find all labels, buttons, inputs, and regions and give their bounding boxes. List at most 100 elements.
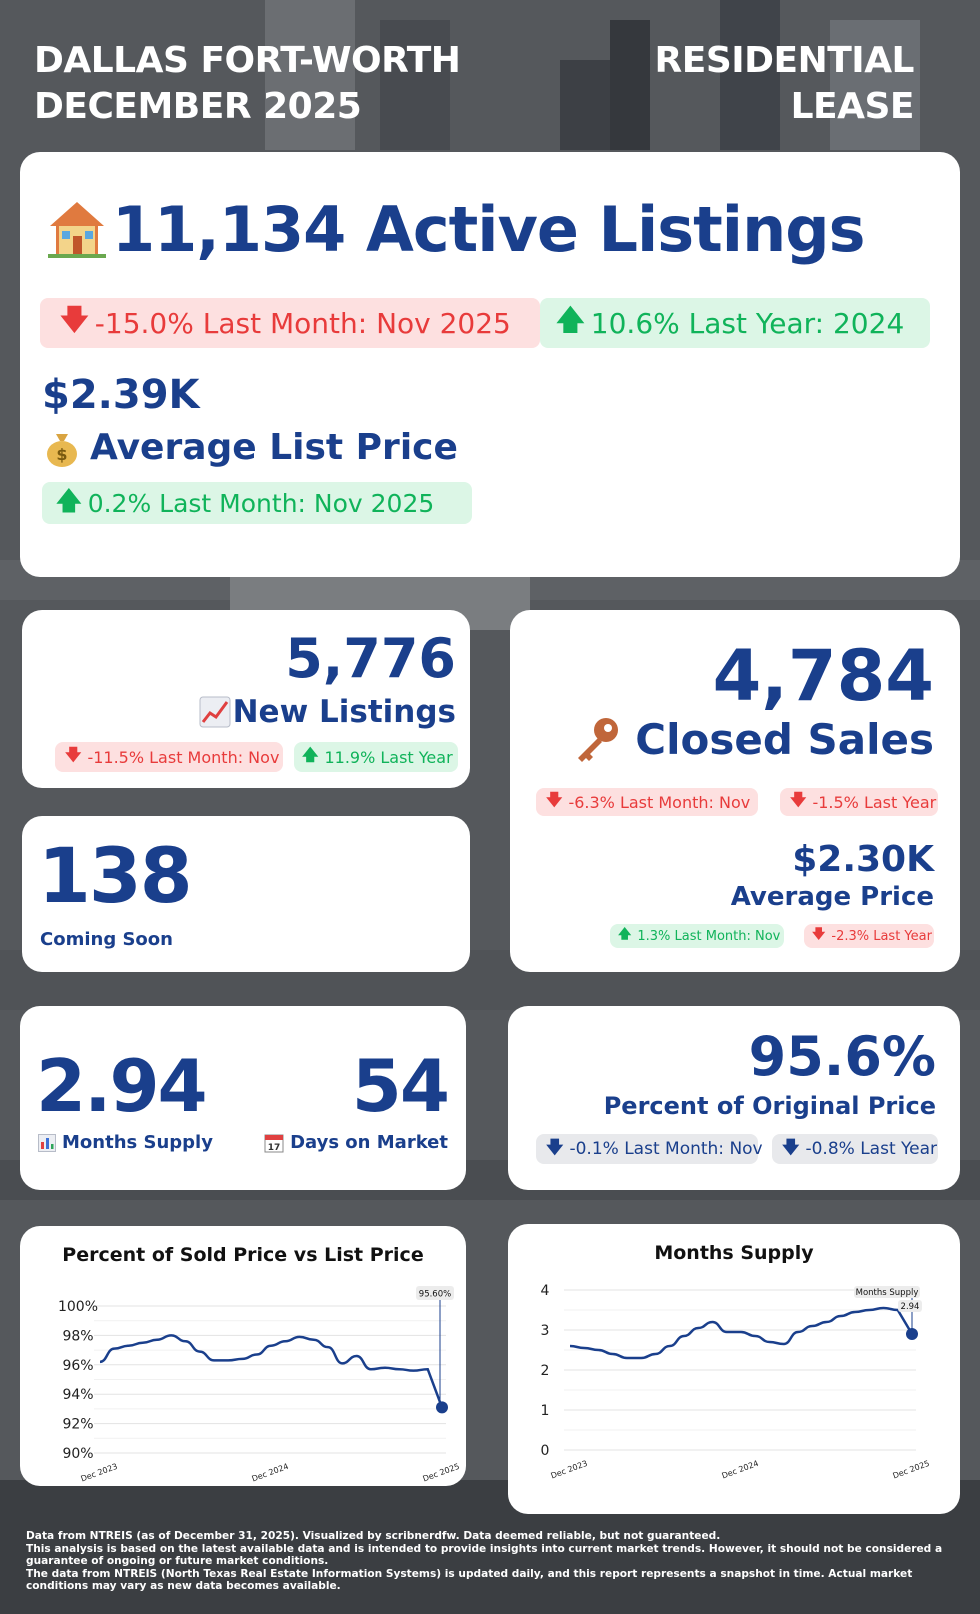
closed-sales-last-month-text: -6.3% Last Month: Nov xyxy=(568,792,751,812)
arrow-up-icon: 🡅 xyxy=(302,744,319,764)
new-listings-card: 5,776 New Listings 🡇 -11.5% Last Month: … xyxy=(22,610,470,788)
arrow-down-icon: 🡇 xyxy=(782,1137,800,1158)
closed-avg-last-year-badge: 🡇 -2.3% Last Year xyxy=(804,924,934,948)
annotation-text: 95.60% xyxy=(419,1290,451,1300)
listing-type-title: RESIDENTIAL LEASE xyxy=(655,38,915,130)
closed-avg-last-year-text: -2.3% Last Year xyxy=(831,928,932,944)
closed-sales-last-year-text: -1.5% Last Year xyxy=(812,792,937,812)
active-listings-last-month-badge: 🡇 -15.0% Last Month: Nov 2025 xyxy=(40,298,540,348)
y-tick-label: 3 xyxy=(541,1323,550,1339)
footer-line-3: The data from NTREIS (North Texas Real E… xyxy=(26,1567,913,1593)
calendar-icon: 17 xyxy=(264,1134,284,1153)
last-data-point xyxy=(436,1401,448,1414)
closed-avg-price-value: $2.30K xyxy=(792,839,934,880)
months-supply-label: Months Supply xyxy=(62,1132,213,1153)
dom-value: 54 xyxy=(351,1044,450,1128)
arrow-up-icon: 🡅 xyxy=(556,303,585,336)
footer-line-1: Data from NTREIS (as of December 31, 202… xyxy=(26,1530,721,1542)
new-listings-title: New Listings xyxy=(199,692,456,732)
pct-original-label: Percent of Original Price xyxy=(603,1092,936,1120)
closed-avg-price-label: Average Price xyxy=(730,882,934,912)
months-supply-title: Months Supply xyxy=(38,1130,213,1156)
arrow-down-icon: 🡇 xyxy=(812,927,826,942)
chart-2-title: Months Supply xyxy=(654,1242,814,1264)
y-tick-label: 98% xyxy=(62,1328,93,1344)
closed-sales-last-year-badge: 🡇 -1.5% Last Year xyxy=(780,788,938,816)
arrow-up-icon: 🡅 xyxy=(56,485,82,515)
region-line-1: DALLAS FORT-WORTH xyxy=(34,40,461,81)
sold-vs-list-chart: 100% 98% 96% 94% 92% 90%Dec 2023 Dec 2024 Dec 2… xyxy=(58,1286,461,1484)
type-line-2: LEASE xyxy=(790,86,915,127)
new-listings-label: New Listings xyxy=(232,694,456,730)
y-tick-label: 0 xyxy=(541,1443,550,1459)
x-tick-label: Dec 2024 xyxy=(251,1462,290,1484)
arrow-up-icon: 🡅 xyxy=(618,927,632,942)
closed-avg-last-month-badge: 🡅 1.3% Last Month: Nov xyxy=(610,924,784,948)
closed-sales-label: Closed Sales xyxy=(635,715,934,764)
last-data-point xyxy=(906,1328,918,1340)
months-supply-chart-card: Months Supply 4 3 2 1 0 Dec 2023 Dec 2024 Dec 2… xyxy=(508,1224,960,1514)
months-supply-value: 2.94 xyxy=(36,1044,208,1128)
pct-original-value: 95.6% xyxy=(748,1025,936,1088)
avg-list-price-last-month-badge: 🡅 0.2% Last Month: Nov 2025 xyxy=(42,482,472,524)
x-tick-label: Dec 2023 xyxy=(80,1462,119,1484)
closed-sales-card: 4,784 Closed Sales 🡇 -6.3% Last Month: N… xyxy=(510,610,960,972)
footer-line-2: This analysis is based on the latest ava… xyxy=(26,1542,943,1568)
chart-1-title: Percent of Sold Price vs List Price xyxy=(62,1244,424,1266)
y-tick-label: 96% xyxy=(62,1358,93,1374)
series-line xyxy=(99,1334,444,1408)
pct-original-last-month-text: -0.1% Last Month: Nov xyxy=(569,1139,763,1159)
bar-chart-icon xyxy=(38,1134,56,1152)
dom-title: 17 Days on Market xyxy=(264,1130,448,1156)
y-tick-label: 94% xyxy=(62,1387,93,1403)
y-tick-label: 4 xyxy=(541,1283,550,1299)
annotation-box xyxy=(416,1286,454,1300)
new-listings-last-year-badge: 🡅 11.9% Last Year xyxy=(294,742,458,772)
y-tick-label: 90% xyxy=(62,1446,93,1462)
closed-sales-value: 4,784 xyxy=(712,635,934,717)
x-tick-label: Dec 2023 xyxy=(550,1459,589,1481)
pct-original-card: 95.6% Percent of Original Price 🡇 -0.1% … xyxy=(508,1006,960,1190)
new-listings-value: 5,776 xyxy=(285,627,456,690)
annotation-box xyxy=(854,1286,920,1298)
coming-soon-label: Coming Soon xyxy=(40,929,173,950)
house-icon xyxy=(48,202,106,258)
series-line xyxy=(569,1306,914,1360)
dom-label: Days on Market xyxy=(290,1132,448,1153)
arrow-down-icon: 🡇 xyxy=(546,789,563,809)
new-listings-last-month-badge: 🡇 -11.5% Last Month: Nov xyxy=(55,742,283,772)
arrow-down-icon: 🡇 xyxy=(65,744,82,764)
x-tick-label: Dec 2024 xyxy=(721,1459,760,1481)
active-listings-card: 11,134 Active Listings 🡇 -15.0% Last Mon… xyxy=(20,152,960,577)
annotation-label: Months Supply xyxy=(856,1288,919,1298)
svg-text:17: 17 xyxy=(268,1143,281,1153)
closed-sales-last-month-badge: 🡇 -6.3% Last Month: Nov xyxy=(536,788,758,816)
coming-soon-card: 138 Coming Soon xyxy=(22,816,470,972)
annotation-value-box xyxy=(898,1300,922,1312)
arrow-down-icon: 🡇 xyxy=(790,789,807,809)
money-bag-icon: $ xyxy=(47,434,77,467)
type-line-1: RESIDENTIAL xyxy=(654,40,915,81)
arrow-down-icon: 🡇 xyxy=(60,303,89,336)
y-tick-label: 100% xyxy=(58,1299,98,1315)
closed-sales-title: Closed Sales xyxy=(573,714,934,766)
supply-dom-card: 2.94 Months Supply 54 17 Days on Market xyxy=(20,1006,466,1190)
chart-increasing-icon xyxy=(199,696,231,728)
coming-soon-value: 138 xyxy=(38,831,193,920)
svg-text:$: $ xyxy=(56,445,67,464)
sold-vs-list-chart-card: Percent of Sold Price vs List Price 100%… xyxy=(20,1226,466,1486)
active-listings-last-year-text: 10.6% Last Year: 2024 xyxy=(590,306,905,340)
avg-list-price-value: $2.39K xyxy=(42,372,200,418)
avg-list-price-last-month-text: 0.2% Last Month: Nov 2025 xyxy=(87,488,435,518)
y-tick-label: 92% xyxy=(62,1417,93,1433)
avg-list-price-label: Average List Price xyxy=(90,427,458,468)
arrow-down-icon: 🡇 xyxy=(546,1137,564,1158)
pct-original-last-month-badge: 🡇 -0.1% Last Month: Nov xyxy=(536,1134,763,1164)
region-line-2: DECEMBER 2025 xyxy=(34,86,362,127)
pct-original-last-year-badge: 🡇 -0.8% Last Year xyxy=(772,1134,938,1164)
x-tick-label: Dec 2025 xyxy=(892,1459,931,1481)
active-listings-value: 11,134 Active Listings xyxy=(112,193,865,266)
new-listings-last-month-text: -11.5% Last Month: Nov xyxy=(87,747,280,767)
key-icon xyxy=(578,718,619,762)
